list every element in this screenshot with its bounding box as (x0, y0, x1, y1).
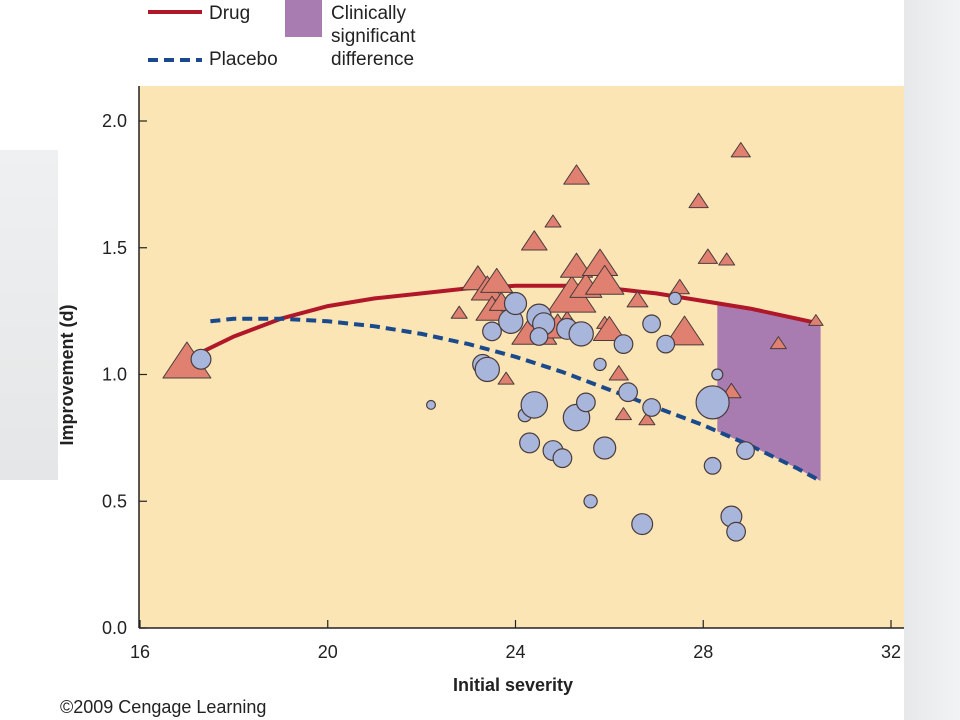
x-tick-label-2: 24 (505, 642, 525, 662)
drug-point-8 (521, 230, 548, 251)
drug-point-32 (769, 336, 787, 350)
placebo-point-28 (668, 291, 682, 306)
drug-point-5 (480, 267, 514, 293)
legend-significant-label-3: difference (331, 49, 414, 70)
placebo-points (190, 291, 755, 542)
drug-point-15 (560, 252, 593, 278)
x-axis-title: Initial severity (453, 675, 573, 695)
placebo-point-8 (520, 391, 549, 419)
x-tick-label-0: 16 (130, 642, 150, 662)
drug-point-18 (585, 264, 625, 295)
placebo-point-34 (736, 441, 755, 461)
placebo-point-1 (426, 399, 437, 410)
drug-point-29 (718, 252, 736, 266)
drug-point-23 (626, 290, 649, 308)
axis-ticks: 16 20 24 28 32 0.0 0.5 1.0 1.5 2.0 (102, 111, 901, 662)
drug-point-1 (450, 305, 468, 319)
legend-significant-label-1: Clinically (331, 3, 406, 24)
y-tick-label-3: 1.5 (102, 238, 127, 258)
drug-point-13 (563, 164, 590, 185)
legend-placebo-label: Placebo (209, 49, 278, 70)
drug-point-26 (664, 315, 705, 346)
legend: Drug Placebo Clinically significant diff… (148, 0, 416, 70)
placebo-point-3 (474, 356, 500, 383)
copyright-credit: ©2009 Cengage Learning (60, 697, 266, 717)
placebo-point-25 (642, 314, 661, 334)
drug-point-21 (608, 365, 629, 381)
legend-drug-label: Drug (209, 3, 250, 24)
placebo-point-6 (503, 291, 528, 316)
placebo-point-24 (631, 513, 654, 536)
drug-point-10 (544, 214, 562, 228)
x-tick-label-1: 20 (318, 642, 338, 662)
placebo-point-4 (482, 321, 502, 342)
drug-point-24 (638, 412, 656, 426)
legend-significant-label-2: significant (331, 26, 416, 47)
placebo-point-20 (593, 357, 607, 372)
placebo-point-9 (519, 432, 541, 454)
legend-significant-swatch (285, 0, 322, 37)
placebo-point-22 (613, 334, 634, 355)
drug-curve (186, 283, 822, 362)
placebo-point-19 (583, 494, 598, 509)
drug-point-33 (808, 314, 824, 326)
drug-point-27 (688, 192, 709, 209)
background-panel-right (904, 0, 960, 720)
x-tick-label-3: 28 (693, 642, 713, 662)
drug-point-20 (592, 316, 626, 341)
placebo-curve (210, 316, 822, 483)
background-panel-left (0, 150, 58, 480)
placebo-point-26 (642, 398, 661, 417)
y-tick-label-4: 2.0 (102, 111, 127, 131)
y-tick-label-0: 0.0 (102, 618, 127, 638)
placebo-point-27 (656, 334, 676, 354)
placebo-point-33 (726, 521, 746, 542)
placebo-point-14 (552, 448, 573, 469)
clinically-significant-region (717, 303, 821, 481)
placebo-point-23 (618, 382, 638, 403)
placebo-point-17 (568, 321, 594, 347)
placebo-point-0 (190, 348, 212, 370)
x-tick-label-4: 32 (881, 642, 901, 662)
placebo-point-12 (529, 327, 549, 346)
drug-point-22 (615, 407, 632, 421)
y-axis-title: Improvement (d) (57, 304, 77, 445)
placebo-point-21 (593, 436, 617, 460)
placebo-point-29 (695, 385, 730, 420)
y-tick-label-1: 0.5 (102, 491, 127, 511)
placebo-point-31 (711, 368, 724, 381)
y-tick-label-2: 1.0 (102, 365, 127, 385)
drug-point-7 (497, 371, 515, 385)
drug-point-28 (697, 248, 718, 264)
placebo-point-18 (576, 392, 596, 413)
drug-point-31 (730, 142, 751, 158)
placebo-point-30 (703, 456, 722, 475)
